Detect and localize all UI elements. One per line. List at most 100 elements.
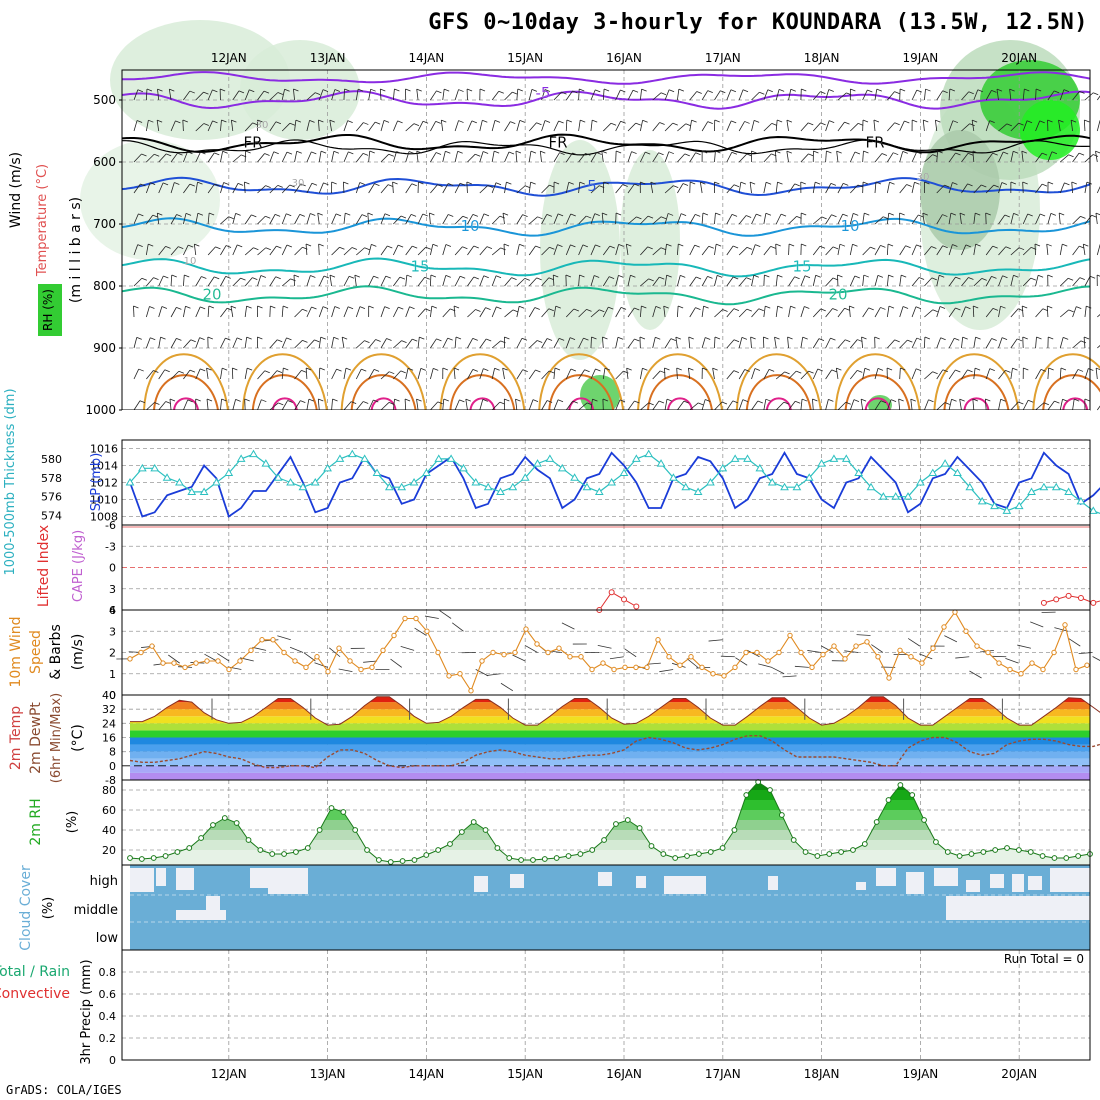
wind-barb <box>603 122 612 132</box>
wind-barb <box>136 120 143 123</box>
wind-barb <box>1095 151 1098 163</box>
wind-barb <box>409 306 415 310</box>
wind-barb <box>720 90 726 94</box>
wind-barb <box>626 368 629 380</box>
wind-barb <box>1059 337 1064 349</box>
rh-tick: 80 <box>102 784 116 797</box>
wind-barb <box>244 181 246 194</box>
ylabel-rh: RH (%) <box>41 289 55 331</box>
wind-barb <box>775 243 781 247</box>
wind-barb <box>652 276 660 287</box>
wind-barb <box>924 154 933 163</box>
ylabel-precip: 3hr Precip (mm) <box>79 959 94 1064</box>
wind-barb <box>935 120 938 132</box>
wind-barb <box>688 336 694 340</box>
wind-barb <box>738 153 748 163</box>
wind-speed-point <box>974 643 980 649</box>
wind-barb <box>733 339 740 343</box>
wind-barb <box>1043 402 1049 406</box>
wind-barb <box>874 275 879 287</box>
wind-barb <box>881 153 888 156</box>
wind-barb <box>825 337 831 349</box>
wind-barb <box>774 337 777 349</box>
wind-barb <box>491 368 495 380</box>
wind-barb <box>788 216 797 225</box>
wind-barb <box>1039 120 1045 124</box>
wind-barb <box>1072 152 1080 163</box>
wind-barb <box>733 184 740 188</box>
wind-barb <box>733 276 739 280</box>
wind-barb <box>911 368 917 380</box>
wind-barb <box>1072 369 1079 380</box>
wind-barb <box>309 119 315 123</box>
wind-barb <box>1002 275 1008 279</box>
lifted-index-point <box>633 603 640 610</box>
wind-barb <box>565 308 575 318</box>
wind-barb <box>590 368 596 380</box>
wind-barb <box>1062 243 1068 247</box>
wind-barb <box>1084 215 1092 225</box>
wind-barb <box>479 368 484 380</box>
wind-barb <box>639 306 642 318</box>
wind-barb <box>1071 181 1077 185</box>
thickness-point <box>199 487 209 495</box>
wind-barb <box>825 399 829 411</box>
thickness-point <box>150 463 160 472</box>
wind-barb <box>652 400 660 411</box>
wind-barb <box>306 306 312 318</box>
wind-barb <box>261 399 267 403</box>
rh-point <box>826 851 833 857</box>
cloud-gap <box>664 876 706 894</box>
wind-barb <box>627 275 631 287</box>
wind-barb <box>837 244 841 256</box>
wind-barb <box>578 120 581 132</box>
wind-barb <box>578 215 587 225</box>
wind-barb <box>850 123 859 132</box>
wind-barb <box>842 213 848 217</box>
wind-barb-10m <box>475 668 489 677</box>
wind-tick: 2 <box>109 647 116 660</box>
wind-barb <box>1047 181 1054 185</box>
lifted-index-point <box>1040 599 1047 606</box>
wind-barb <box>275 121 282 125</box>
wind-barb <box>630 274 636 278</box>
wind-barb <box>916 89 922 93</box>
wind-barb <box>228 216 234 220</box>
wind-barb <box>962 336 968 340</box>
wind-barb <box>738 399 744 411</box>
wind-barb <box>817 368 823 372</box>
wind-barb-10m <box>907 638 921 647</box>
wind-barb <box>578 182 581 194</box>
wind-barb <box>578 337 584 349</box>
wind-barb <box>466 88 473 92</box>
wind-barb <box>924 399 929 411</box>
cloud-gap <box>768 876 778 890</box>
wind-barb <box>1084 276 1091 287</box>
wind-barb <box>1042 308 1049 312</box>
wind-barb <box>169 398 176 402</box>
wind-barb <box>282 305 289 309</box>
wind-barb <box>1046 305 1049 318</box>
wind-barb <box>989 368 995 371</box>
wind-barb <box>171 274 177 278</box>
wind-barb <box>701 399 706 411</box>
wind-barb <box>837 307 845 318</box>
wind-barb <box>887 339 896 349</box>
wind-barb <box>974 367 981 371</box>
wind-barb <box>524 278 530 281</box>
wind-barb <box>831 214 837 218</box>
wind-barb <box>731 213 738 217</box>
wind-barb <box>201 276 207 279</box>
wind-barb <box>664 338 672 349</box>
ylabel-wind: Wind (m/s) <box>8 152 24 228</box>
wind-barb <box>541 400 548 411</box>
wind-barb <box>837 213 844 225</box>
wind-barb <box>502 213 505 225</box>
wind-barb <box>430 274 437 278</box>
wind-barb <box>714 244 717 256</box>
wind-barb <box>788 370 797 380</box>
wind-barb <box>157 89 160 101</box>
wind-barb <box>422 120 429 124</box>
wind-barb <box>837 92 847 101</box>
thickness-point <box>187 487 197 495</box>
